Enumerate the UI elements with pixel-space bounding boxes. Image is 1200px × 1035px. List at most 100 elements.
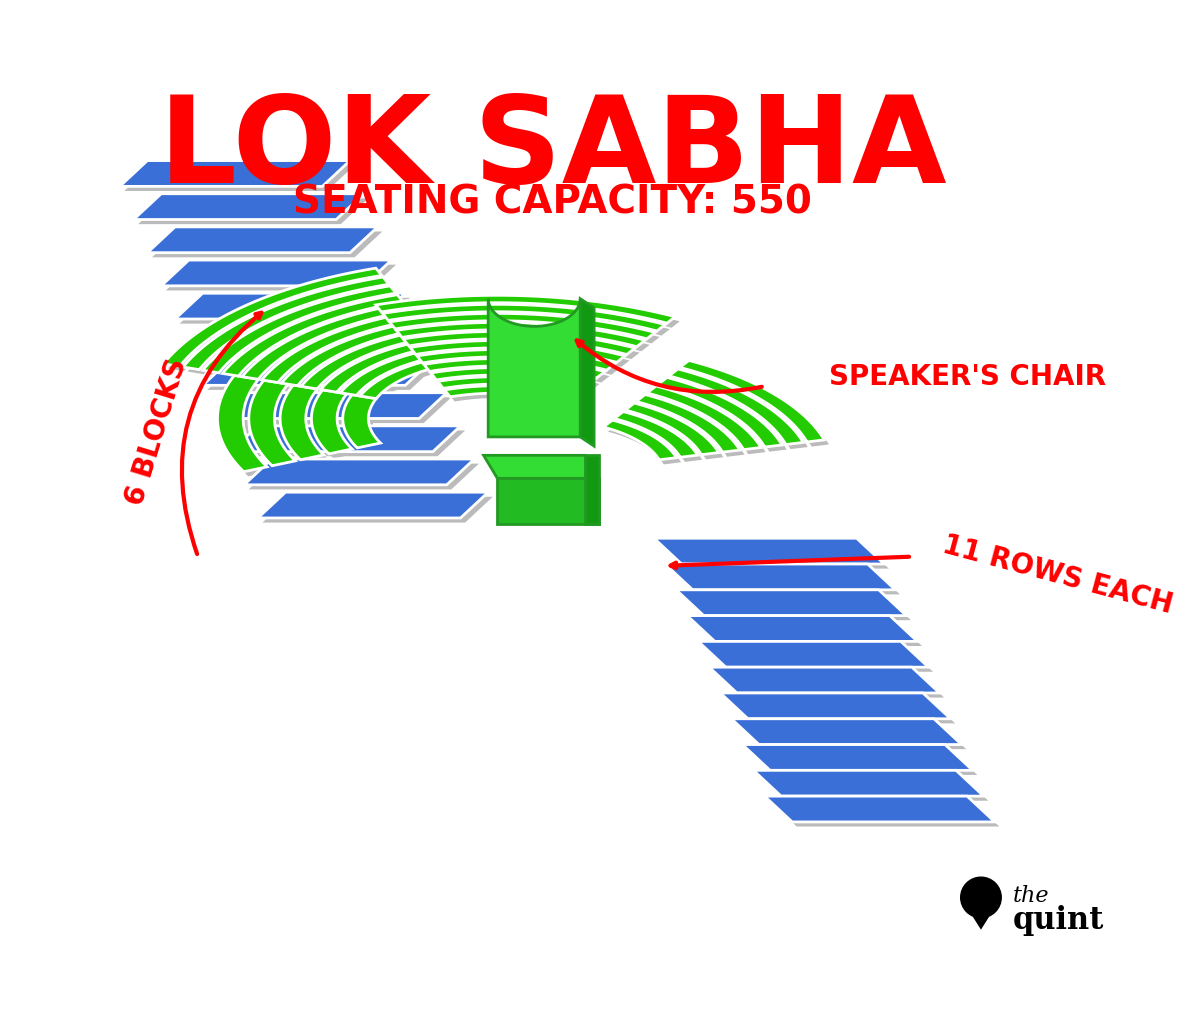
Polygon shape (961, 897, 1001, 929)
Polygon shape (630, 408, 724, 460)
Polygon shape (316, 394, 356, 459)
Text: 6 BLOCKS: 6 BLOCKS (121, 355, 192, 509)
Polygon shape (281, 321, 425, 386)
Polygon shape (428, 363, 610, 383)
Polygon shape (390, 314, 655, 338)
Polygon shape (253, 385, 300, 470)
Polygon shape (148, 227, 378, 253)
Polygon shape (208, 364, 438, 390)
Polygon shape (484, 455, 599, 478)
Polygon shape (203, 286, 396, 373)
Polygon shape (376, 295, 676, 323)
Polygon shape (248, 464, 479, 490)
Polygon shape (166, 265, 396, 291)
Polygon shape (125, 166, 355, 191)
Polygon shape (187, 282, 394, 375)
Polygon shape (443, 381, 589, 398)
Text: 11 ROWS EACH: 11 ROWS EACH (940, 531, 1176, 619)
Polygon shape (720, 693, 950, 718)
Polygon shape (488, 299, 581, 437)
Polygon shape (312, 390, 352, 453)
Polygon shape (222, 295, 403, 376)
Polygon shape (680, 360, 824, 442)
Polygon shape (133, 194, 364, 219)
Polygon shape (222, 380, 271, 476)
Polygon shape (152, 232, 383, 258)
Polygon shape (341, 348, 446, 395)
Polygon shape (608, 424, 682, 465)
Polygon shape (497, 478, 599, 525)
Polygon shape (383, 304, 665, 331)
Polygon shape (668, 368, 803, 444)
Polygon shape (138, 199, 368, 225)
Polygon shape (262, 313, 418, 383)
Polygon shape (698, 642, 929, 668)
Polygon shape (581, 299, 594, 446)
Polygon shape (193, 331, 424, 357)
Polygon shape (743, 744, 973, 770)
Text: quint: quint (1013, 905, 1104, 936)
Polygon shape (230, 425, 461, 451)
Circle shape (961, 878, 1001, 918)
Polygon shape (680, 594, 911, 620)
Polygon shape (625, 403, 719, 454)
Polygon shape (662, 382, 787, 451)
Polygon shape (347, 400, 385, 452)
Polygon shape (208, 291, 401, 378)
Polygon shape (673, 374, 808, 449)
Polygon shape (604, 420, 677, 460)
Polygon shape (242, 303, 410, 379)
Polygon shape (306, 334, 437, 393)
Polygon shape (584, 455, 599, 525)
Polygon shape (403, 331, 635, 355)
Polygon shape (641, 400, 744, 456)
Polygon shape (120, 160, 350, 186)
Polygon shape (736, 723, 966, 749)
Polygon shape (360, 357, 454, 398)
Polygon shape (217, 376, 266, 472)
Polygon shape (614, 412, 697, 457)
Polygon shape (325, 344, 444, 396)
Polygon shape (654, 538, 884, 564)
Polygon shape (709, 668, 940, 693)
Polygon shape (301, 330, 432, 389)
Polygon shape (754, 770, 984, 796)
Polygon shape (248, 380, 295, 466)
Polygon shape (676, 590, 906, 616)
Polygon shape (168, 273, 386, 371)
Polygon shape (647, 386, 761, 449)
Polygon shape (714, 672, 944, 698)
Polygon shape (652, 390, 766, 454)
Polygon shape (764, 796, 995, 822)
Polygon shape (263, 497, 493, 523)
Text: LOK SABHA: LOK SABHA (158, 91, 947, 208)
Polygon shape (284, 389, 329, 465)
Polygon shape (180, 298, 410, 324)
Polygon shape (227, 299, 408, 381)
Polygon shape (161, 260, 391, 286)
Polygon shape (731, 718, 961, 744)
Polygon shape (221, 397, 451, 423)
Polygon shape (401, 327, 649, 351)
Polygon shape (388, 309, 670, 335)
Polygon shape (258, 493, 488, 518)
Polygon shape (163, 268, 382, 366)
Polygon shape (619, 416, 702, 462)
Polygon shape (175, 293, 406, 319)
Text: SEATING CAPACITY: 550: SEATING CAPACITY: 550 (293, 183, 812, 221)
Polygon shape (408, 336, 640, 359)
Polygon shape (691, 620, 922, 646)
Polygon shape (380, 300, 679, 328)
Polygon shape (670, 568, 900, 594)
Polygon shape (418, 350, 614, 371)
Polygon shape (658, 378, 782, 447)
Polygon shape (444, 386, 575, 402)
Polygon shape (320, 339, 439, 392)
Polygon shape (415, 345, 630, 367)
Polygon shape (343, 394, 380, 448)
Polygon shape (396, 323, 646, 347)
Polygon shape (188, 326, 419, 352)
Polygon shape (688, 616, 918, 642)
Polygon shape (758, 775, 989, 801)
Polygon shape (410, 341, 625, 362)
